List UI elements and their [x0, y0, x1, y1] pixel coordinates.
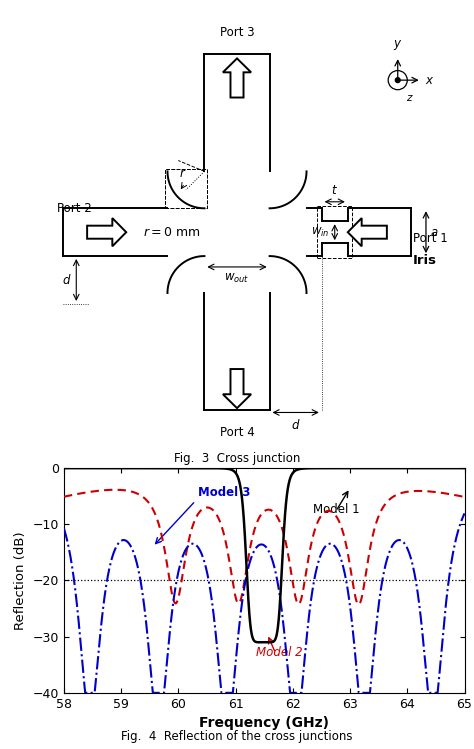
Text: $r$: $r$ — [179, 167, 186, 180]
Text: $w_{in}$: $w_{in}$ — [311, 225, 329, 239]
Polygon shape — [87, 218, 126, 246]
Text: $a$: $a$ — [430, 225, 439, 239]
X-axis label: Frequency (GHz): Frequency (GHz) — [199, 716, 329, 730]
Text: $t$: $t$ — [331, 184, 338, 196]
Text: $x$: $x$ — [425, 73, 434, 87]
Text: Model 1: Model 1 — [313, 503, 359, 516]
Text: Port 3: Port 3 — [219, 26, 255, 39]
Polygon shape — [223, 369, 251, 408]
Text: $r = 0$ mm: $r = 0$ mm — [143, 225, 201, 239]
Text: Model 3: Model 3 — [199, 486, 251, 500]
Text: Iris: Iris — [413, 254, 437, 267]
Text: $z$: $z$ — [406, 93, 413, 103]
Text: $d$: $d$ — [291, 418, 301, 431]
Text: Fig.  4  Reflection of the cross junctions: Fig. 4 Reflection of the cross junctions — [121, 730, 353, 743]
Text: $d$: $d$ — [62, 273, 71, 287]
Polygon shape — [348, 218, 387, 246]
Text: Model 2: Model 2 — [255, 646, 302, 659]
Text: Port 1: Port 1 — [413, 232, 447, 245]
Text: Port 2: Port 2 — [57, 201, 91, 215]
Circle shape — [395, 78, 400, 82]
Polygon shape — [223, 58, 251, 97]
Text: $w_{out}$: $w_{out}$ — [224, 272, 250, 285]
Text: Fig.  3  Cross junction: Fig. 3 Cross junction — [174, 452, 300, 464]
Text: $y$: $y$ — [393, 38, 402, 52]
Y-axis label: Reflection (dB): Reflection (dB) — [14, 531, 27, 630]
Text: Port 4: Port 4 — [219, 425, 255, 438]
